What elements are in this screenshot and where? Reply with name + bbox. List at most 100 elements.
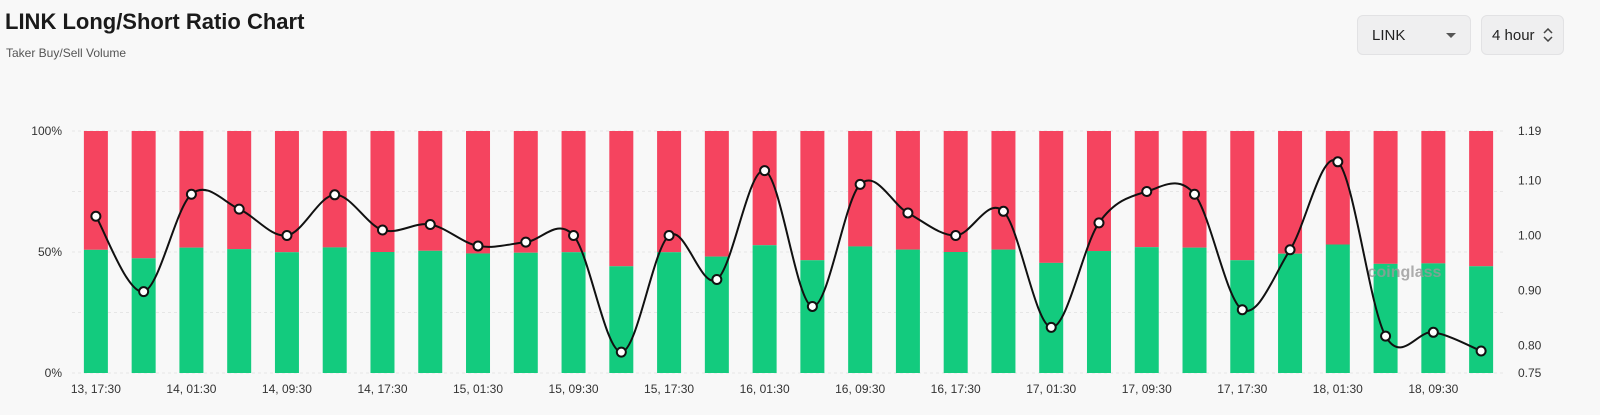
ratio-point (854, 178, 866, 190)
long-bar (800, 260, 825, 373)
long-bar (1373, 263, 1398, 373)
long-bar (561, 252, 586, 373)
ratio-line (95, 159, 1482, 354)
x-tick-label: 15, 01:30 (453, 382, 503, 396)
ratio-point (568, 230, 580, 241)
long-bar (1086, 251, 1111, 373)
short-bar (1469, 131, 1494, 267)
ratio-point (1141, 186, 1153, 197)
ratio-point (329, 189, 341, 201)
x-tick-label: 16, 01:30 (740, 382, 790, 396)
x-tick-label: 14, 09:30 (262, 382, 312, 396)
x-tick-label: 17, 17:30 (1217, 382, 1267, 396)
short-bar (466, 131, 491, 254)
up-down-arrows-icon (1543, 28, 1553, 42)
y-right-tick-label: 0.80 (1518, 339, 1542, 353)
x-tick-label: 16, 09:30 (835, 382, 885, 396)
ratio-point (1189, 188, 1201, 200)
symbol-select[interactable]: LINK (1357, 15, 1471, 55)
short-bar (1086, 131, 1111, 252)
x-tick-label: 18, 01:30 (1313, 382, 1363, 396)
long-bar (1325, 244, 1350, 373)
x-tick-label: 17, 09:30 (1122, 382, 1172, 396)
long-bar (895, 249, 920, 373)
ratio-point (90, 210, 102, 222)
short-bar (1373, 131, 1398, 264)
long-bar (1421, 263, 1446, 373)
long-bar (466, 253, 491, 373)
y-right-tick-label: 0.90 (1518, 284, 1542, 298)
long-bar (513, 252, 538, 373)
long-bar (943, 252, 968, 373)
ratio-point (950, 230, 962, 241)
y-right-tick-label: 0.75 (1518, 366, 1542, 380)
y-right-tick-label: 1.00 (1518, 229, 1542, 243)
ratio-point (806, 300, 818, 312)
short-bar (83, 131, 108, 250)
long-bar (1230, 260, 1255, 373)
short-bar (1325, 131, 1350, 245)
ratio-point (1427, 326, 1439, 338)
ratio-point (185, 188, 197, 200)
short-bar (131, 131, 156, 259)
ratio-point (520, 236, 532, 248)
ratio-point (1236, 304, 1248, 316)
ratio-point (1332, 156, 1344, 168)
long-bar (83, 249, 108, 373)
long-bar (1278, 253, 1303, 373)
long-bar (1134, 247, 1159, 373)
ratio-point (424, 219, 436, 230)
x-tick-label: 16, 17:30 (931, 382, 981, 396)
y-left-tick-label: 0% (45, 366, 63, 380)
long-bar (657, 252, 682, 373)
long-bar (227, 249, 252, 373)
ratio-point (615, 346, 627, 358)
ratio-point (759, 165, 771, 177)
x-tick-label: 14, 01:30 (166, 382, 216, 396)
interval-select-value: 4 hour (1492, 26, 1535, 44)
x-tick-label: 15, 09:30 (549, 382, 599, 396)
ratio-point (997, 205, 1009, 217)
ratio-point (1284, 244, 1296, 256)
x-tick-label: 17, 01:30 (1026, 382, 1076, 396)
ratio-point (1380, 330, 1392, 342)
long-bar (1182, 247, 1207, 373)
ratio-point (1045, 321, 1057, 333)
ratio-point (233, 203, 245, 215)
short-bar (1421, 131, 1446, 264)
ratio-point (472, 240, 484, 252)
ratio-point (1475, 345, 1487, 357)
x-tick-label: 18, 09:30 (1408, 382, 1458, 396)
ratio-point (902, 207, 914, 219)
long-bar (752, 245, 777, 373)
long-bar (274, 252, 299, 373)
long-bar (991, 249, 1016, 373)
ratio-point (1093, 217, 1105, 229)
short-bar (1230, 131, 1255, 261)
short-bar (895, 131, 920, 250)
interval-select[interactable]: 4 hour (1481, 15, 1564, 55)
short-bar (991, 131, 1016, 250)
short-bar (704, 131, 729, 257)
x-tick-label: 13, 17:30 (71, 382, 121, 396)
long-bar (848, 246, 873, 373)
page-subtitle: Taker Buy/Sell Volume (6, 46, 127, 60)
short-bar (752, 131, 777, 246)
long-bar (418, 250, 443, 373)
watermark-text: coinglass (1368, 264, 1442, 281)
short-bar (513, 131, 538, 253)
y-right-tick-label: 1.10 (1518, 174, 1542, 188)
symbol-select-value: LINK (1372, 26, 1406, 44)
short-bar (418, 131, 443, 251)
long-bar (322, 247, 347, 373)
chevron-down-icon (1446, 32, 1456, 38)
ratio-point (711, 274, 723, 285)
y-left-tick-label: 50% (38, 245, 62, 259)
long-bar (179, 247, 204, 373)
x-tick-label: 15, 17:30 (644, 382, 694, 396)
y-left-tick-label: 100% (31, 124, 62, 138)
short-bar (1278, 131, 1303, 254)
long-bar (131, 258, 156, 373)
page-title: LINK Long/Short Ratio Chart (5, 9, 305, 34)
